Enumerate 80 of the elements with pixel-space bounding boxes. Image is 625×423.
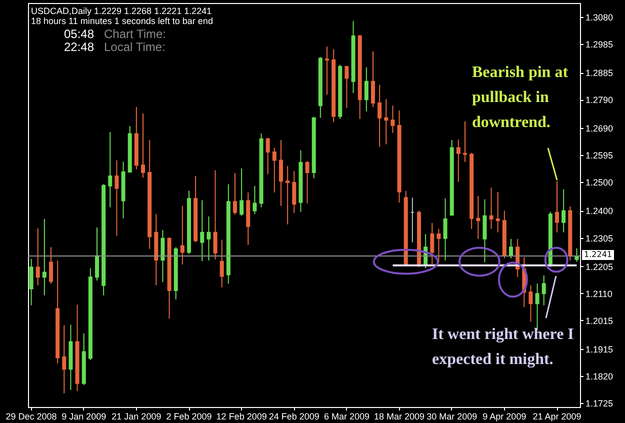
- y-tick-label: 1.1915: [586, 344, 614, 354]
- annotation: Bearish pin at pullback in downtrend.: [472, 64, 568, 131]
- candlestick: [240, 168, 244, 216]
- candlestick: [114, 160, 119, 236]
- candlestick: [292, 170, 296, 214]
- candlestick: [456, 138, 460, 182]
- candlestick: [542, 274, 546, 306]
- y-tick-label: 1.2790: [586, 95, 614, 106]
- candlestick: [364, 66, 368, 112]
- y-tick-label: 1.2885: [586, 68, 614, 78]
- candlestick: [160, 230, 165, 283]
- x-tick-label: 18 Mar 2009: [374, 412, 425, 422]
- candlestick: [180, 205, 184, 266]
- candlestick: [200, 200, 204, 262]
- annotation: It went right where I expected it might.: [432, 326, 574, 368]
- x-tick-label: 9 Apr 2009: [482, 412, 526, 422]
- y-tick-label: 1.2110: [586, 288, 612, 299]
- y-tick-label: 1.2595: [586, 150, 614, 161]
- candlestick: [49, 246, 53, 284]
- candlestick: [266, 137, 270, 175]
- y-tick-label: 1.2015: [586, 316, 614, 326]
- candlestick: [141, 113, 145, 178]
- x-tick-label: 9 Jan 2009: [62, 412, 106, 422]
- candlestick: [390, 105, 395, 134]
- candlestick: [220, 239, 224, 288]
- candlestick: [496, 191, 500, 233]
- candlestick: [206, 216, 211, 262]
- candlestick: [430, 222, 434, 264]
- y-tick-label: 1.1725: [586, 398, 614, 409]
- candlestick: [286, 165, 290, 225]
- x-tick-label: 21 Apr 2009: [532, 412, 582, 422]
- candlestick: [378, 84, 382, 148]
- y-tick-label: 1.2690: [586, 124, 614, 134]
- candlestick: [305, 160, 310, 204]
- candlestick: [555, 180, 559, 233]
- candlestick: [476, 195, 480, 240]
- y-tick-label: 1.2305: [586, 233, 614, 244]
- candlestick: [509, 238, 513, 259]
- x-tick-label: 12 Feb 2009: [216, 412, 267, 422]
- ref-line-label: 1.2241: [582, 250, 614, 260]
- y-tick-label: 1.3080: [586, 12, 614, 22]
- y-tick-label: 1.2400: [586, 206, 614, 216]
- candlestick: [272, 147, 276, 193]
- x-tick-label: 2 Feb 2009: [166, 412, 212, 422]
- candlestick: [108, 132, 112, 208]
- candlestick: [325, 46, 329, 96]
- candlestick: [62, 324, 66, 394]
- candlestick: [42, 218, 46, 296]
- candlestick: [29, 258, 34, 306]
- y-tick-label: 1.1820: [586, 371, 614, 382]
- x-tick-label: 6 Mar 2009: [324, 412, 370, 422]
- candlestick: [463, 120, 467, 162]
- y-tick-label: 1.2205: [586, 262, 614, 272]
- candlestick: [344, 65, 349, 108]
- y-tick-label: 1.2985: [586, 40, 614, 50]
- x-tick-label: 24 Feb 2009: [268, 412, 320, 422]
- candlestick: [384, 98, 388, 145]
- candlestick: [252, 185, 257, 215]
- candlestick: [36, 228, 40, 286]
- candlestick: [562, 188, 566, 233]
- candlestick: [95, 227, 99, 281]
- x-tick-label: 29 Dec 2008: [6, 412, 57, 422]
- candlestick: [213, 170, 218, 260]
- candlestick: [482, 198, 487, 263]
- text: 18 hours 11 minutes 1 seconds left to bar end: [31, 16, 213, 26]
- candlestick: [528, 284, 533, 322]
- x-tick-label: 21 Jan 2009: [112, 412, 162, 422]
- candlestick: [443, 198, 448, 262]
- annotation: Chart Time:: [104, 27, 166, 41]
- annotation: Local Time:: [104, 40, 166, 54]
- chart-title: USDCAD,Daily 1.2229 1.2268 1.2221 1.2241: [31, 6, 212, 16]
- y-tick-label: 1.2500: [586, 178, 614, 188]
- annotation: 05:48: [64, 27, 94, 41]
- candlestick: [371, 50, 375, 108]
- candlestick: [233, 172, 237, 216]
- x-tick-label: 30 Mar 2009: [426, 412, 478, 422]
- candlestick: [436, 228, 441, 263]
- annotation: 22:48: [64, 40, 94, 54]
- candlestick: [279, 140, 283, 206]
- candlestick: [489, 187, 494, 230]
